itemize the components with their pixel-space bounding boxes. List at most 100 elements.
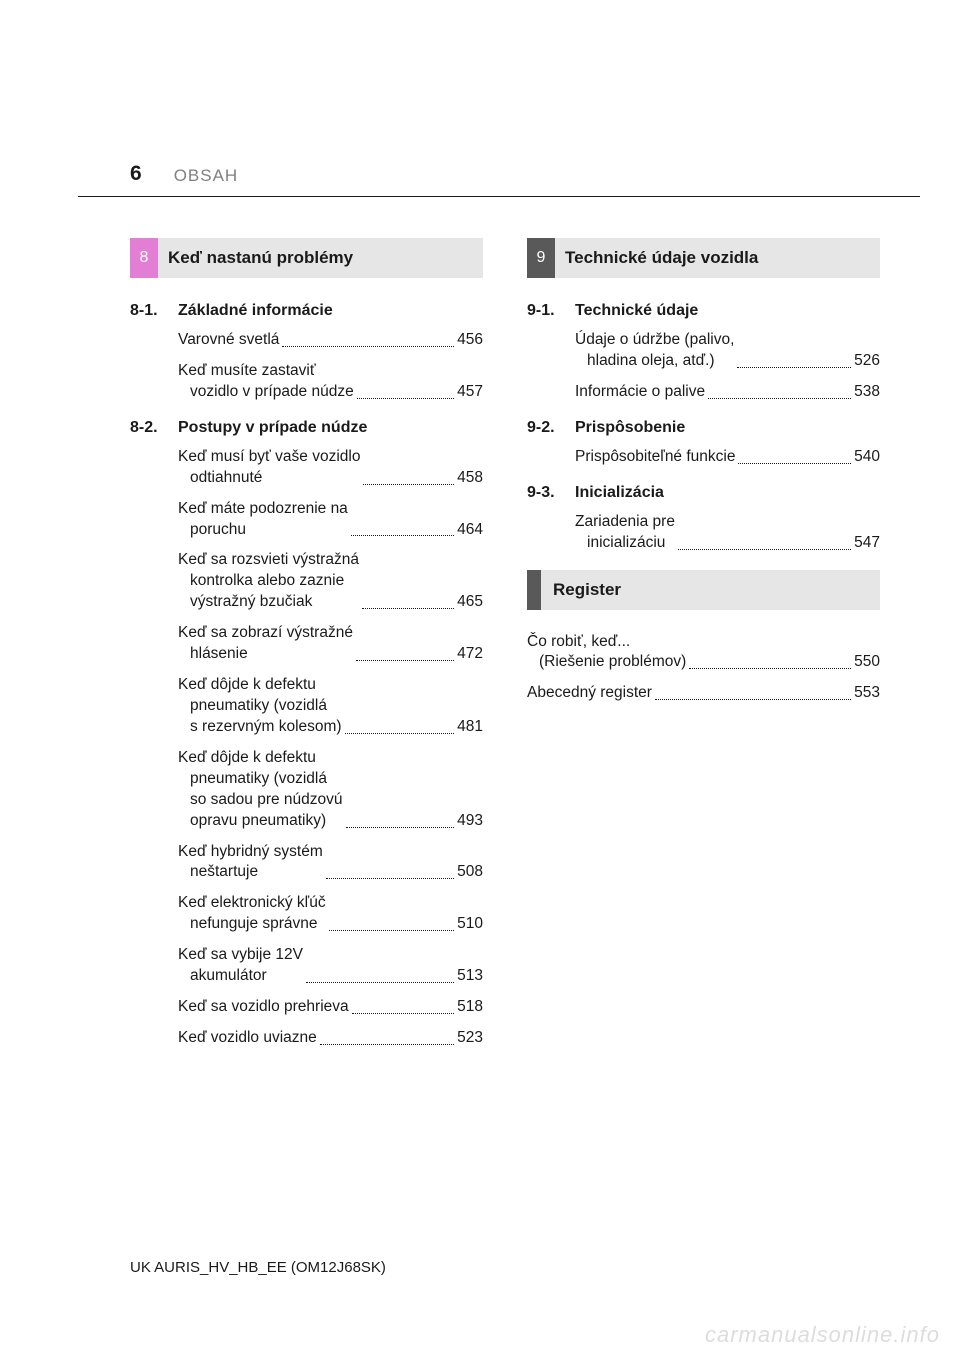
toc-section: 8-1.Základné informácie Varovné svetlá 456… bbox=[130, 302, 483, 403]
section-title: Technické údaje bbox=[575, 302, 880, 320]
entries: Údaje o údržbe (palivo,hladina oleja, at… bbox=[527, 330, 880, 403]
entry-page: 526 bbox=[854, 351, 880, 372]
leader-dots bbox=[655, 699, 851, 700]
section-number: 9-1. bbox=[527, 302, 575, 320]
leader-dots bbox=[352, 1013, 454, 1014]
section-title: Prispôsobenie bbox=[575, 419, 880, 437]
toc-entry: Keď máte podozrenie naporuchu 464 bbox=[178, 499, 483, 541]
toc-section: 9-2.Prispôsobenie Prispôsobiteľné funkcie… bbox=[527, 419, 880, 468]
chapter-bar: 9Technické údaje vozidla bbox=[527, 238, 880, 278]
chapter-title: Keď nastanú problémy bbox=[158, 238, 483, 278]
entry-page: 510 bbox=[457, 914, 483, 935]
leader-dots bbox=[346, 827, 455, 828]
entry-text: Keď sa vozidlo prehrieva bbox=[178, 997, 349, 1018]
leader-dots bbox=[351, 535, 454, 536]
toc-entry: Keď musí byť vaše vozidloodtiahnuté 458 bbox=[178, 447, 483, 489]
leader-dots bbox=[356, 660, 454, 661]
leader-dots bbox=[708, 398, 851, 399]
leader-dots bbox=[306, 982, 454, 983]
entry-text: Keď sa vybije 12Vakumulátor bbox=[178, 945, 303, 987]
chapter-title: Technické údaje vozidla bbox=[555, 238, 880, 278]
leader-dots bbox=[362, 608, 454, 609]
footer-code: UK AURIS_HV_HB_EE (OM12J68SK) bbox=[130, 1259, 386, 1276]
entry-page: 457 bbox=[457, 382, 483, 403]
entry-page: 518 bbox=[457, 997, 483, 1018]
page: { "header": { "page_number": "6", "secti… bbox=[0, 0, 960, 1358]
entry-page: 472 bbox=[457, 644, 483, 665]
leader-dots bbox=[345, 733, 455, 734]
entry-text: Informácie o palive bbox=[575, 382, 705, 403]
entry-text: Keď elektronický kľúčnefunguje správne bbox=[178, 893, 326, 935]
entry-page: 523 bbox=[457, 1028, 483, 1049]
entry-text: Keď musíte zastaviťvozidlo v prípade núd… bbox=[178, 361, 354, 403]
section-heading: 8-2.Postupy v prípade núdze bbox=[130, 419, 483, 437]
chapter-number: 9 bbox=[527, 238, 555, 278]
entry-page: 465 bbox=[457, 592, 483, 613]
leader-dots bbox=[738, 463, 851, 464]
section-heading: 9-2.Prispôsobenie bbox=[527, 419, 880, 437]
leader-dots bbox=[689, 668, 851, 669]
register-entries: Čo robiť, keď...(Riešenie problémov) 550 A… bbox=[527, 632, 880, 705]
left-column: 8Keď nastanú problémy 8-1.Základné inform… bbox=[130, 238, 483, 1065]
entry-text: Keď dôjde k defektupneumatiky (vozidláso… bbox=[178, 748, 343, 832]
content-columns: 8Keď nastanú problémy 8-1.Základné inform… bbox=[130, 238, 880, 1065]
entry-text: Keď máte podozrenie naporuchu bbox=[178, 499, 348, 541]
entry-text: Prispôsobiteľné funkcie bbox=[575, 447, 735, 468]
toc-entry: Keď sa vozidlo prehrieva 518 bbox=[178, 997, 483, 1018]
entries: Varovné svetlá 456 Keď musíte zastaviťvozi… bbox=[130, 330, 483, 403]
toc-entry: Abecedný register553 bbox=[527, 683, 880, 704]
toc-entry: Prispôsobiteľné funkcie 540 bbox=[575, 447, 880, 468]
toc-entry: Čo robiť, keď...(Riešenie problémov) 550 bbox=[527, 632, 880, 674]
page-number: 6 bbox=[130, 162, 142, 194]
entry-text: Čo robiť, keď...(Riešenie problémov) bbox=[527, 632, 686, 674]
entry-text: Keď hybridný systémneštartuje bbox=[178, 842, 323, 884]
entry-text: Keď vozidlo uviazne bbox=[178, 1028, 317, 1049]
toc-entry: Keď dôjde k defektupneumatiky (vozidláso… bbox=[178, 748, 483, 832]
chapter-number: 8 bbox=[130, 238, 158, 278]
toc-entry: Keď sa rozsvieti výstražnákontrolka aleb… bbox=[178, 550, 483, 613]
entry-text: Keď musí byť vaše vozidloodtiahnuté bbox=[178, 447, 360, 489]
leader-dots bbox=[363, 484, 454, 485]
toc-entry: Varovné svetlá 456 bbox=[178, 330, 483, 351]
register-bar: Register bbox=[527, 570, 880, 610]
toc-entry: Keď hybridný systémneštartuje508 bbox=[178, 842, 483, 884]
toc-entry: Keď dôjde k defektupneumatiky (vozidlás … bbox=[178, 675, 483, 738]
leader-dots bbox=[737, 367, 851, 368]
leader-dots bbox=[282, 346, 454, 347]
header-rule bbox=[78, 196, 920, 197]
entries: Zariadenia preinicializáciu547 bbox=[527, 512, 880, 554]
section-label: OBSAH bbox=[174, 166, 239, 194]
entry-text: Keď sa zobrazí výstražnéhlásenie bbox=[178, 623, 353, 665]
register-title: Register bbox=[541, 570, 880, 610]
entry-page: 513 bbox=[457, 966, 483, 987]
watermark: carmanualsonline.info bbox=[705, 1322, 940, 1348]
toc-entry: Keď sa vybije 12Vakumulátor 513 bbox=[178, 945, 483, 987]
toc-section: 8-2.Postupy v prípade núdze Keď musí byť … bbox=[130, 419, 483, 1049]
section-number: 8-1. bbox=[130, 302, 178, 320]
toc-entry: Údaje o údržbe (palivo,hladina oleja, at… bbox=[575, 330, 880, 372]
entry-page: 538 bbox=[854, 382, 880, 403]
entry-text: Varovné svetlá bbox=[178, 330, 279, 351]
entry-page: 456 bbox=[457, 330, 483, 351]
section-title: Postupy v prípade núdze bbox=[178, 419, 483, 437]
toc-entry: Zariadenia preinicializáciu547 bbox=[575, 512, 880, 554]
entry-page: 540 bbox=[854, 447, 880, 468]
entry-page: 550 bbox=[854, 652, 880, 673]
entry-page: 547 bbox=[854, 533, 880, 554]
entry-text: Abecedný register bbox=[527, 683, 652, 704]
toc-entry: Keď sa zobrazí výstražnéhlásenie 472 bbox=[178, 623, 483, 665]
section-number: 8-2. bbox=[130, 419, 178, 437]
entry-page: 481 bbox=[457, 717, 483, 738]
section-title: Základné informácie bbox=[178, 302, 483, 320]
leader-dots bbox=[329, 930, 455, 931]
section-title: Inicializácia bbox=[575, 484, 880, 502]
entry-page: 464 bbox=[457, 520, 483, 541]
section-heading: 8-1.Základné informácie bbox=[130, 302, 483, 320]
section-number: 9-3. bbox=[527, 484, 575, 502]
toc-section: 9-3.Inicializácia Zariadenia preinicializ… bbox=[527, 484, 880, 554]
entry-text: Údaje o údržbe (palivo,hladina oleja, at… bbox=[575, 330, 734, 372]
toc-entry: Keď vozidlo uviazne 523 bbox=[178, 1028, 483, 1049]
toc-entry: Keď musíte zastaviťvozidlo v prípade núd… bbox=[178, 361, 483, 403]
toc-section: 9-1.Technické údaje Údaje o údržbe (paliv… bbox=[527, 302, 880, 403]
entry-page: 458 bbox=[457, 468, 483, 489]
